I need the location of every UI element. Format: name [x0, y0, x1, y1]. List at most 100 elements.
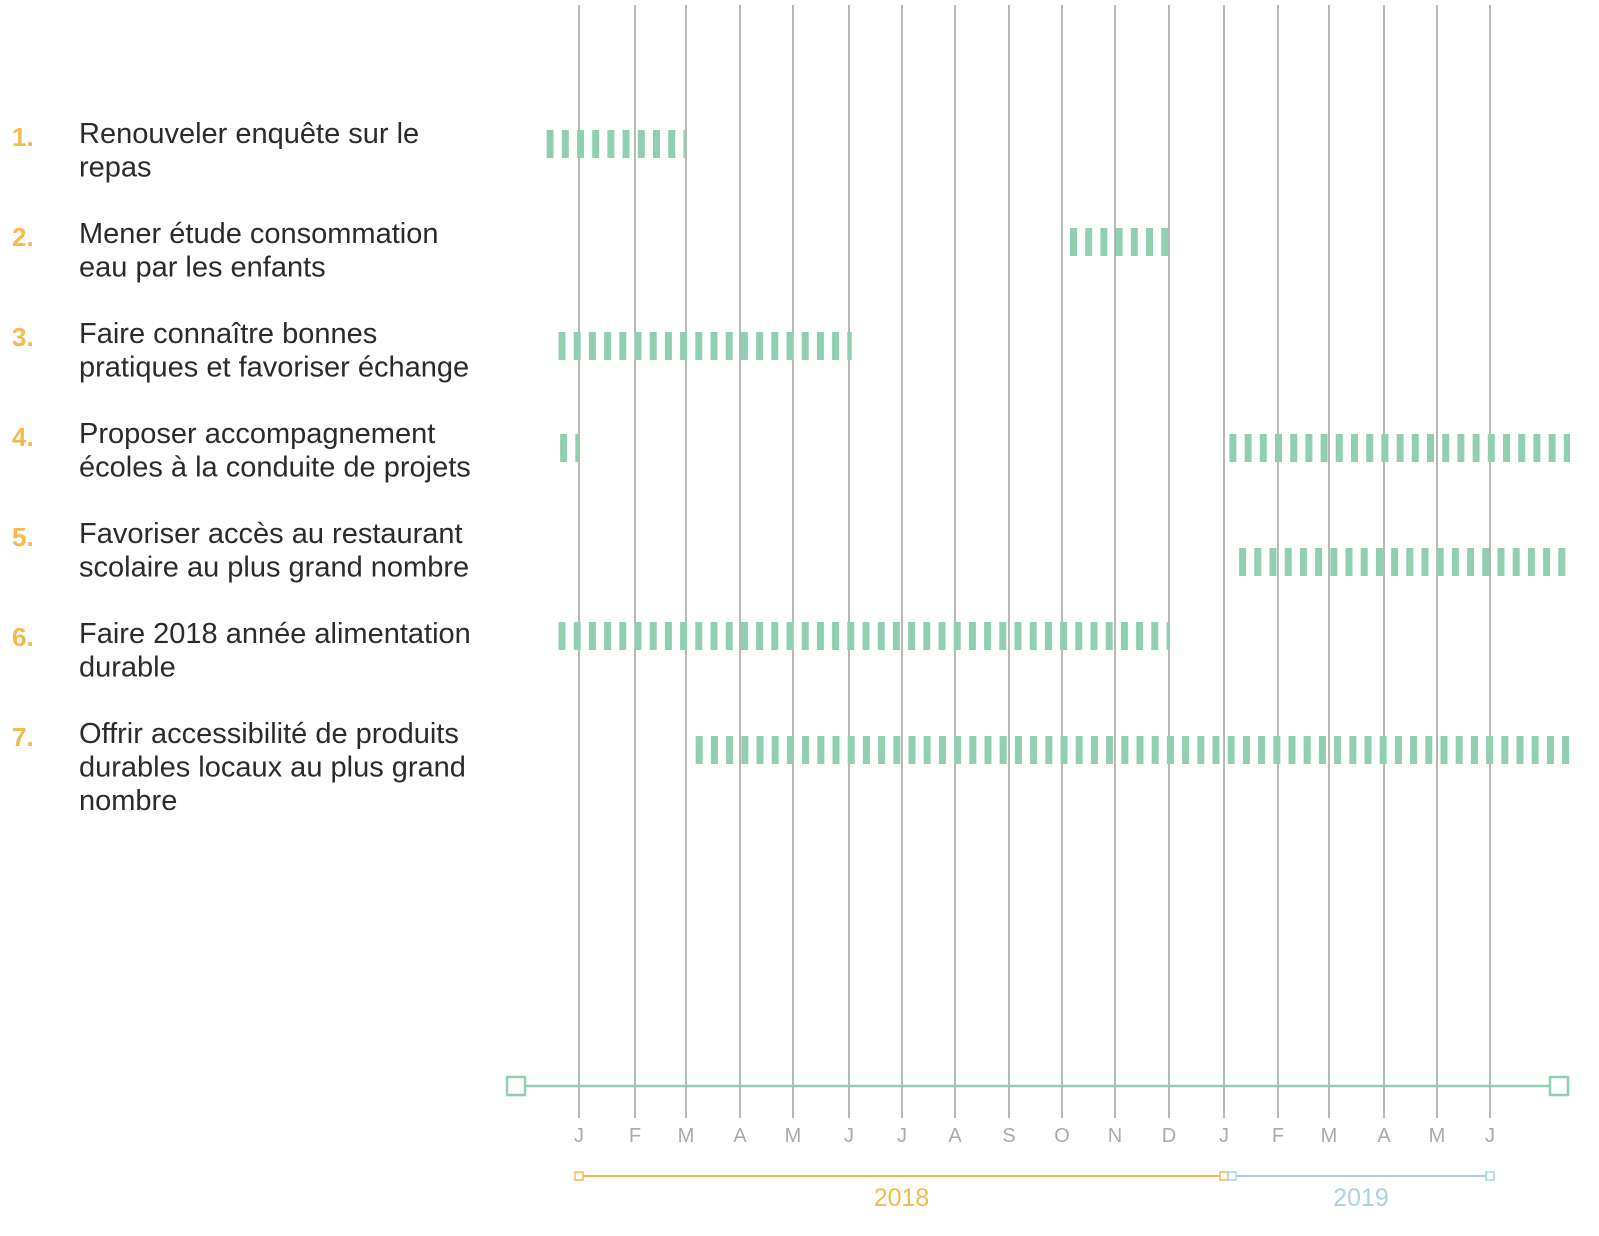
bar-stripe — [1562, 736, 1570, 764]
task-bar-5-segment-1 — [1239, 548, 1566, 576]
month-label-11: D — [1162, 1125, 1176, 1147]
month-gridlines — [578, 5, 1491, 1118]
bar-stripe — [558, 332, 566, 360]
year-label-2018: 2018 — [874, 1184, 930, 1212]
bar-stripe — [1151, 622, 1159, 650]
year-bracket-start — [574, 1171, 584, 1181]
month-label-9: O — [1054, 1125, 1070, 1147]
month-label-4: M — [785, 1125, 802, 1147]
bar-stripe — [1501, 736, 1509, 764]
bar-stripe — [1060, 736, 1068, 764]
bar-stripe — [1259, 434, 1267, 462]
bar-stripe — [756, 736, 764, 764]
bar-stripe — [878, 736, 886, 764]
month-label-5: J — [844, 1125, 854, 1147]
task-label-7-line-2: durables locaux au plus grand — [79, 752, 466, 784]
bar-stripe — [558, 622, 566, 650]
bar-stripe — [786, 622, 794, 650]
task-number-4: 4. — [12, 422, 34, 452]
bar-stripe — [1546, 736, 1554, 764]
bar-stripe — [1106, 736, 1114, 764]
bar-stripe — [1487, 434, 1495, 462]
bar-stripe — [588, 332, 596, 360]
bar-stripe — [908, 622, 916, 650]
bar-stripe — [725, 622, 733, 650]
bar-stripe — [1273, 736, 1281, 764]
task-label-5-line-1: Favoriser accès au restaurant — [79, 518, 463, 550]
task-bar-2-segment-1 — [1070, 228, 1169, 256]
bar-stripe — [695, 736, 703, 764]
bar-stripe — [637, 130, 645, 158]
bar-stripe — [1299, 548, 1307, 576]
bar-stripe — [1166, 622, 1169, 650]
task-number-2: 2. — [12, 222, 34, 252]
bar-stripe — [649, 622, 657, 650]
bar-stripe — [1121, 736, 1129, 764]
task-label-5-line-2: scolaire au plus grand nombre — [79, 552, 469, 584]
bar-stripe — [653, 130, 660, 158]
bar-stripe — [1166, 736, 1174, 764]
bar-stripe — [1120, 622, 1128, 650]
bar-stripe — [1486, 736, 1494, 764]
bar-stripe — [1290, 434, 1298, 462]
bar-stripe — [607, 130, 615, 158]
bar-stripe — [969, 736, 977, 764]
bar-stripe — [1425, 736, 1433, 764]
bar-stripe — [756, 332, 764, 360]
bar-stripe — [1029, 622, 1037, 650]
time-axis: J F M A M J J A S O N D J F M A M J 2018 2019 — [505, 1075, 1570, 1212]
bar-stripe — [619, 622, 627, 650]
bar-stripe — [786, 736, 794, 764]
bar-stripe — [1410, 736, 1418, 764]
bar-stripe — [1531, 736, 1539, 764]
bar-stripe — [1558, 548, 1566, 576]
bar-stripe — [892, 622, 900, 650]
month-label-13: F — [1272, 1125, 1284, 1147]
bar-stripe — [560, 434, 568, 462]
bar-stripe — [622, 130, 630, 158]
bar-stripe — [923, 622, 931, 650]
month-label-2: M — [678, 1125, 695, 1147]
bar-stripe — [1085, 228, 1093, 256]
bar-stripe — [740, 332, 748, 360]
bar-stripe — [1288, 736, 1296, 764]
bar-stripe — [1212, 736, 1220, 764]
bar-stripe — [1351, 434, 1358, 462]
bar-stripe — [726, 736, 734, 764]
task-label-3-line-2: pratiques et favoriser échange — [79, 352, 469, 384]
bar-stripe — [1364, 736, 1372, 764]
task-label-3-line-1: Faire connaître bonnes — [79, 318, 377, 350]
bar-stripe — [1305, 434, 1313, 462]
bar-stripe — [695, 332, 703, 360]
bar-stripe — [801, 332, 809, 360]
bar-stripe — [1197, 736, 1205, 764]
task-number-7: 7. — [12, 722, 34, 752]
bar-stripe — [1563, 434, 1570, 462]
bar-stripe — [1090, 622, 1098, 650]
bar-stripe — [1014, 622, 1022, 650]
bar-stripe — [1315, 548, 1323, 576]
bar-stripe — [573, 622, 581, 650]
bar-stripe — [756, 622, 764, 650]
task-label-7-line-1: Offrir accessibilité de produits — [79, 718, 459, 750]
bar-stripe — [1375, 548, 1383, 576]
task-label-2-line-2: eau par les enfants — [79, 252, 326, 284]
bar-stripe — [1451, 548, 1459, 576]
bar-stripe — [1275, 434, 1282, 462]
bar-stripe — [1394, 736, 1402, 764]
year-bracket-start — [1227, 1171, 1237, 1181]
bar-stripe — [938, 622, 946, 650]
bar-stripe — [1406, 548, 1414, 576]
task-number-6: 6. — [12, 622, 34, 652]
bar-stripe — [1229, 434, 1237, 462]
month-label-8: S — [1002, 1125, 1015, 1147]
bar-stripe — [741, 736, 749, 764]
bar-stripe — [1044, 622, 1052, 650]
bar-stripe — [1455, 736, 1463, 764]
bar-stripe — [1379, 736, 1387, 764]
bar-stripe — [1105, 622, 1113, 650]
bar-stripe — [1239, 548, 1247, 576]
bar-stripe — [649, 332, 657, 360]
bar-stripe — [771, 332, 779, 360]
